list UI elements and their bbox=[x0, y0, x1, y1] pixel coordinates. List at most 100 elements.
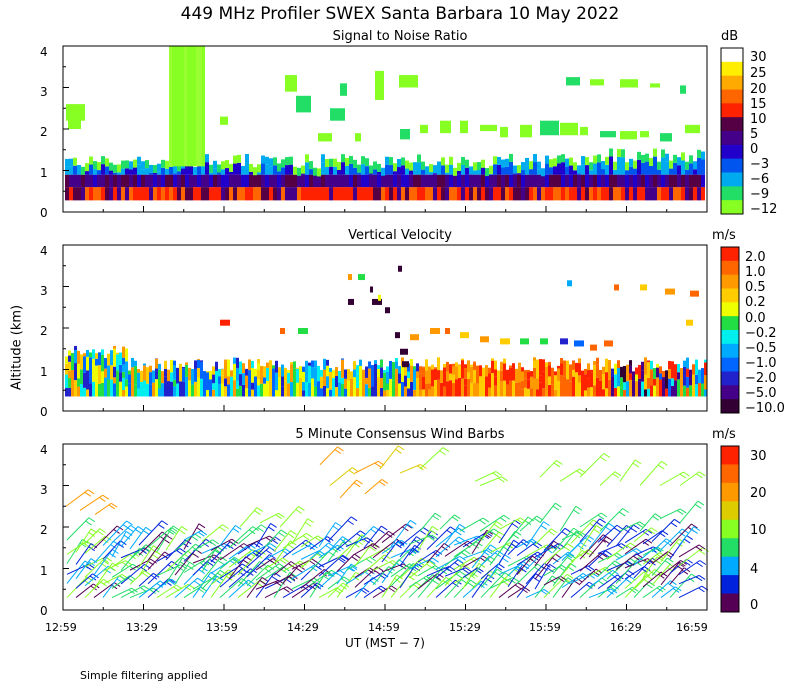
velocity-cell bbox=[428, 389, 431, 397]
wind-barb-flag bbox=[614, 471, 622, 477]
snr-cell bbox=[697, 149, 701, 158]
velocity-cell bbox=[395, 368, 398, 387]
wind-barb-shaft bbox=[255, 558, 274, 571]
snr-cell bbox=[397, 159, 401, 168]
wind-barb-shaft bbox=[444, 540, 468, 557]
snr-cell bbox=[409, 170, 413, 175]
snr-cell bbox=[141, 187, 145, 201]
velocity-cell bbox=[704, 359, 707, 363]
wind-barb bbox=[678, 560, 707, 576]
wind-barb-flag bbox=[290, 561, 298, 566]
snr-cell bbox=[169, 174, 173, 188]
wind-barb-shaft bbox=[183, 560, 204, 573]
snr-cell bbox=[641, 174, 645, 188]
wind-barb-shaft bbox=[417, 549, 437, 563]
snr-cell bbox=[661, 187, 665, 201]
velocity-cell bbox=[479, 387, 482, 397]
wind-barb-flag bbox=[683, 560, 691, 566]
wind-barb bbox=[579, 453, 611, 478]
wind-barb-shaft bbox=[291, 543, 312, 556]
snr-cell bbox=[617, 148, 621, 157]
snr-cell bbox=[701, 187, 705, 201]
snr-cell bbox=[349, 187, 353, 201]
snr-cell bbox=[429, 164, 433, 173]
snr-cell bbox=[525, 174, 529, 188]
wind-barb-shaft bbox=[462, 567, 478, 578]
wind-barb-flag bbox=[176, 550, 183, 555]
velocity-cell bbox=[236, 388, 239, 397]
wind-barb-flag bbox=[379, 481, 386, 486]
velocity-cell bbox=[575, 372, 578, 382]
velocity-cell bbox=[587, 370, 590, 379]
velocity-cell bbox=[530, 371, 533, 377]
wind-barb-shaft bbox=[642, 571, 662, 588]
wind-barb-flag bbox=[99, 497, 106, 502]
velocity-cell bbox=[92, 349, 95, 359]
velocity-cell bbox=[476, 383, 479, 397]
snr-cell bbox=[149, 187, 153, 201]
velocity-cell bbox=[212, 374, 215, 384]
snr-cell bbox=[281, 167, 285, 175]
snr-cell bbox=[565, 158, 569, 167]
wind-barb-flag bbox=[339, 556, 346, 562]
wind-barb-flag bbox=[612, 569, 619, 575]
wind-barb-flag bbox=[217, 560, 225, 565]
snr-cell bbox=[445, 187, 449, 201]
wind-barb-shaft bbox=[147, 527, 172, 548]
wind-barb-shaft bbox=[507, 586, 525, 598]
wind-barb-shaft bbox=[474, 471, 497, 482]
velocity-cell bbox=[674, 364, 677, 381]
velocity-cell bbox=[395, 358, 398, 362]
snr-cell bbox=[650, 83, 660, 88]
wind-barb-flag bbox=[475, 541, 483, 547]
wind-barb bbox=[379, 445, 405, 470]
wind-barb-flag bbox=[556, 460, 563, 465]
wind-barb bbox=[435, 579, 462, 598]
velocity-cell bbox=[671, 385, 674, 397]
velocity-cell bbox=[101, 354, 104, 372]
velocity-cell bbox=[500, 381, 503, 397]
wind-barb-flag bbox=[192, 552, 199, 558]
snr-cell bbox=[649, 187, 653, 201]
velocity-cell bbox=[146, 383, 149, 397]
velocity-cell bbox=[350, 371, 353, 379]
velocity-cell bbox=[68, 350, 71, 356]
wind-barb bbox=[237, 524, 268, 545]
snr-cell bbox=[389, 187, 393, 201]
wind-barb-flag bbox=[633, 524, 640, 530]
velocity-cell bbox=[77, 363, 80, 379]
wind-barb-flag bbox=[527, 516, 535, 522]
velocity-cell bbox=[572, 369, 575, 377]
velocity-cell bbox=[518, 388, 521, 397]
snr-cell bbox=[461, 174, 465, 188]
velocity-cell bbox=[281, 386, 284, 397]
velocity-cell bbox=[197, 368, 200, 378]
velocity-cell bbox=[572, 360, 575, 370]
velocity-cell bbox=[95, 358, 98, 366]
wind-barb-flag bbox=[543, 521, 550, 527]
snr-cell bbox=[385, 164, 389, 175]
snr-cell bbox=[373, 161, 377, 170]
velocity-cell bbox=[323, 379, 326, 386]
wind-barb-flag bbox=[648, 529, 655, 535]
wind-barb-shaft bbox=[183, 530, 202, 541]
velocity-cell bbox=[521, 367, 524, 372]
velocity-cell bbox=[425, 361, 428, 371]
wind-barb-shaft bbox=[282, 539, 307, 559]
snr-cell bbox=[341, 187, 345, 201]
wind-barb-flag bbox=[423, 577, 430, 583]
snr-cell bbox=[561, 154, 565, 163]
velocity-cell bbox=[503, 358, 506, 364]
velocity-cell bbox=[455, 379, 458, 397]
wind-barb-flag bbox=[229, 560, 237, 566]
velocity-cell bbox=[491, 381, 494, 397]
snr-cell bbox=[193, 167, 197, 176]
velocity-cell bbox=[317, 381, 320, 397]
snr-cell bbox=[433, 165, 437, 174]
wind-barb-flag bbox=[388, 530, 395, 536]
wind-barb-flag bbox=[465, 567, 472, 573]
figure-title: 449 MHz Profiler SWEX Santa Barbara 10 M… bbox=[180, 4, 620, 24]
wind-barb-flag bbox=[369, 546, 376, 552]
snr-cell bbox=[341, 154, 345, 163]
wind-barb-shaft bbox=[246, 564, 268, 587]
